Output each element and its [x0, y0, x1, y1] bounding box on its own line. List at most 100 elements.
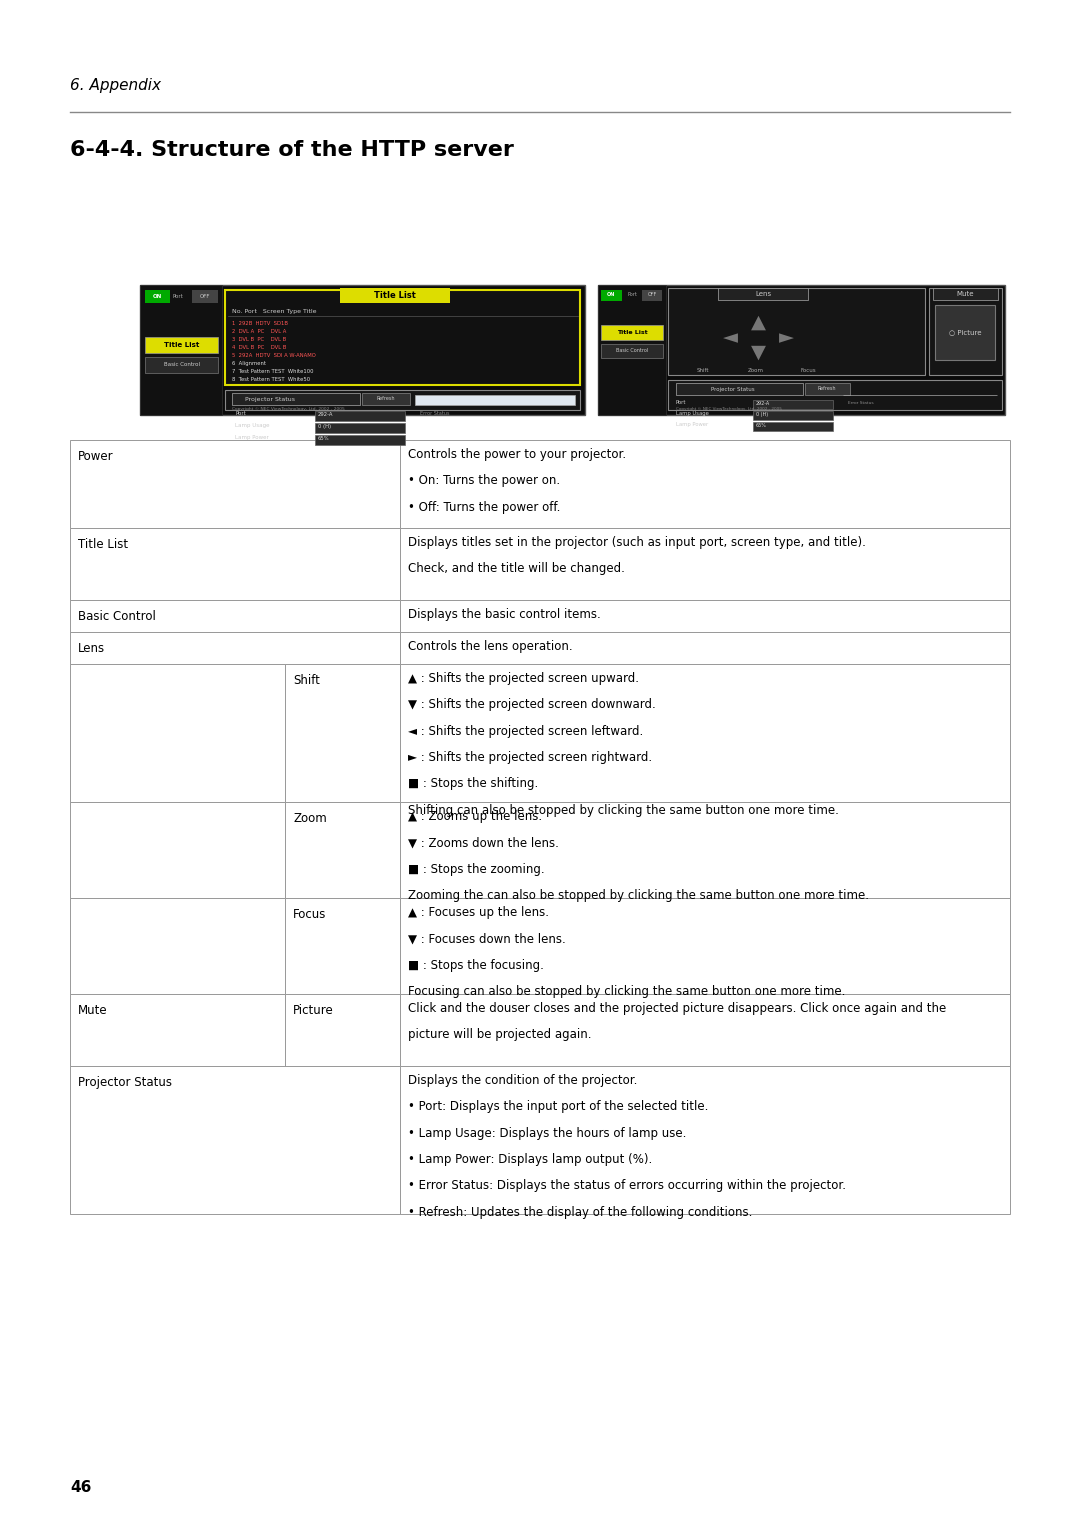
- Bar: [285, 803, 400, 897]
- Text: Power: Power: [78, 450, 113, 462]
- Text: Lamp Power: Lamp Power: [235, 435, 269, 439]
- Text: Zoom: Zoom: [293, 812, 327, 826]
- Text: • Refresh: Updates the display of the following conditions.: • Refresh: Updates the display of the fo…: [408, 1206, 753, 1219]
- Text: OFF: OFF: [200, 293, 211, 299]
- Bar: [145, 290, 170, 304]
- Bar: [70, 664, 285, 803]
- Text: Click and the douser closes and the projected picture disappears. Click once aga: Click and the douser closes and the proj…: [408, 1003, 946, 1015]
- Text: Port: Port: [627, 293, 637, 298]
- Text: ► : Shifts the projected screen rightward.: ► : Shifts the projected screen rightwar…: [408, 751, 652, 765]
- Bar: [70, 600, 400, 632]
- Bar: [70, 993, 285, 1067]
- Text: ▲ : Shifts the projected screen upward.: ▲ : Shifts the projected screen upward.: [408, 671, 639, 685]
- Text: Displays the condition of the projector.: Displays the condition of the projector.: [408, 1074, 637, 1087]
- Bar: [642, 290, 662, 301]
- Bar: [70, 1067, 400, 1215]
- Text: Projector Status: Projector Status: [78, 1076, 172, 1090]
- Text: 8  Test Pattern TEST  White50: 8 Test Pattern TEST White50: [232, 377, 310, 382]
- Text: 292-A: 292-A: [756, 401, 770, 406]
- Text: ▼ : Focuses down the lens.: ▼ : Focuses down the lens.: [408, 932, 566, 945]
- Bar: [929, 288, 1002, 375]
- Text: Lamp Usage: Lamp Usage: [235, 423, 270, 427]
- Text: ○ Picture: ○ Picture: [948, 330, 982, 336]
- Text: 292-A: 292-A: [318, 412, 334, 417]
- Bar: [192, 290, 218, 304]
- Text: Picture: Picture: [293, 1004, 334, 1016]
- Text: Shifting can also be stopped by clicking the same button one more time.: Shifting can also be stopped by clicking…: [408, 804, 839, 816]
- Bar: [753, 410, 833, 420]
- Text: ◄: ◄: [723, 328, 738, 346]
- Text: Refresh: Refresh: [377, 397, 395, 401]
- Bar: [400, 803, 1010, 897]
- Text: Basic Control: Basic Control: [616, 348, 648, 354]
- Bar: [285, 993, 400, 1067]
- Bar: [315, 410, 405, 421]
- Text: • Lamp Power: Displays lamp output (%).: • Lamp Power: Displays lamp output (%).: [408, 1154, 652, 1166]
- Bar: [315, 423, 405, 433]
- Bar: [140, 285, 222, 415]
- Text: Shift: Shift: [697, 368, 710, 372]
- Text: 6-4-4. Structure of the HTTP server: 6-4-4. Structure of the HTTP server: [70, 140, 514, 160]
- Bar: [225, 290, 580, 385]
- Bar: [70, 897, 285, 993]
- Text: Basic Control: Basic Control: [78, 610, 156, 623]
- Bar: [805, 383, 850, 395]
- Bar: [70, 528, 400, 600]
- Text: Displays titles set in the projector (such as input port, screen type, and title: Displays titles set in the projector (su…: [408, 536, 866, 549]
- Text: Copyright © NEC ViewTechnology, Ltd. 2002 - 2005: Copyright © NEC ViewTechnology, Ltd. 200…: [232, 407, 345, 410]
- Text: 1  292B  HDTV  SD1B: 1 292B HDTV SD1B: [232, 320, 288, 327]
- Text: Copyright © NEC ViewTechnology, Ltd. 2002 - 2005: Copyright © NEC ViewTechnology, Ltd. 200…: [676, 407, 782, 410]
- Text: ■ : Stops the shifting.: ■ : Stops the shifting.: [408, 777, 538, 790]
- Text: • Off: Turns the power off.: • Off: Turns the power off.: [408, 501, 561, 514]
- Text: Check, and the title will be changed.: Check, and the title will be changed.: [408, 563, 625, 575]
- Bar: [225, 391, 580, 410]
- Text: Title List: Title List: [374, 290, 416, 299]
- Text: Title List: Title List: [164, 342, 200, 348]
- Bar: [400, 664, 1010, 803]
- Bar: [933, 288, 998, 301]
- Text: Focusing can also be stopped by clicking the same button one more time.: Focusing can also be stopped by clicking…: [408, 986, 846, 998]
- Text: No. Port   Screen Type Title: No. Port Screen Type Title: [232, 308, 316, 314]
- Text: Zooming the can also be stopped by clicking the same button one more time.: Zooming the can also be stopped by click…: [408, 890, 869, 902]
- Bar: [340, 288, 450, 304]
- Text: Lamp Power: Lamp Power: [676, 423, 708, 427]
- Text: ▲ : Focuses up the lens.: ▲ : Focuses up the lens.: [408, 906, 549, 919]
- Bar: [935, 305, 995, 360]
- Bar: [753, 400, 833, 409]
- Bar: [232, 394, 360, 404]
- Text: 7  Test Pattern TEST  White100: 7 Test Pattern TEST White100: [232, 369, 313, 374]
- Bar: [600, 290, 622, 301]
- Text: Refresh: Refresh: [818, 386, 836, 392]
- Bar: [598, 285, 1005, 415]
- Text: 65%: 65%: [318, 436, 329, 441]
- Bar: [669, 380, 1002, 410]
- Text: Lens: Lens: [78, 642, 105, 655]
- Text: Zoom: Zoom: [748, 368, 764, 372]
- Bar: [285, 897, 400, 993]
- Text: 0 (H): 0 (H): [756, 412, 768, 417]
- Text: ON: ON: [607, 293, 616, 298]
- Bar: [70, 803, 285, 897]
- Text: ►: ►: [779, 328, 794, 346]
- Text: ▼: ▼: [751, 343, 766, 362]
- Text: 3  DVL B  PC    DVL B: 3 DVL B PC DVL B: [232, 337, 286, 342]
- Bar: [70, 632, 400, 664]
- Bar: [600, 343, 663, 359]
- Text: ▲: ▲: [751, 313, 766, 333]
- Text: Displays the basic control items.: Displays the basic control items.: [408, 607, 600, 621]
- Text: Basic Control: Basic Control: [164, 363, 200, 368]
- Text: • On: Turns the power on.: • On: Turns the power on.: [408, 475, 561, 487]
- Text: 6  Alignment: 6 Alignment: [232, 362, 266, 366]
- Text: Title List: Title List: [78, 539, 129, 551]
- Text: Focus: Focus: [293, 908, 326, 922]
- Text: Lamp Usage: Lamp Usage: [676, 410, 708, 417]
- Text: Error Status: Error Status: [848, 401, 874, 404]
- Text: Port: Port: [235, 410, 246, 417]
- Text: Port: Port: [173, 293, 184, 299]
- Bar: [315, 435, 405, 446]
- Bar: [415, 395, 575, 404]
- Bar: [400, 439, 1010, 528]
- Bar: [362, 394, 410, 404]
- Text: 2  DVL A  PC    DVL A: 2 DVL A PC DVL A: [232, 330, 286, 334]
- Bar: [285, 664, 400, 803]
